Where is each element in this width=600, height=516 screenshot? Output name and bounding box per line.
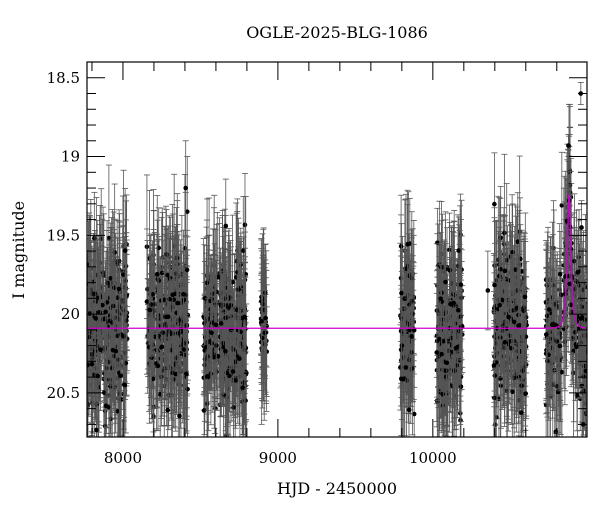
data-point <box>170 292 175 297</box>
data-point <box>456 308 461 313</box>
data-point <box>447 268 452 273</box>
data-point <box>263 331 268 336</box>
data-point <box>175 301 180 306</box>
data-point <box>492 202 497 207</box>
chart-title: OGLE-2025-BLG-1086 <box>246 23 428 42</box>
data-point <box>213 302 218 307</box>
data-point <box>103 310 108 315</box>
data-point <box>459 384 464 389</box>
data-point <box>149 302 154 307</box>
data-point <box>263 316 268 321</box>
data-point <box>185 323 190 328</box>
data-point <box>156 364 161 369</box>
data-point <box>240 385 245 390</box>
data-point <box>443 280 448 285</box>
data-point <box>505 454 510 459</box>
data-point <box>124 361 129 366</box>
data-point <box>223 349 228 354</box>
data-point <box>104 404 109 409</box>
data-point <box>400 343 405 348</box>
data-point <box>405 242 410 247</box>
data-point <box>404 365 409 370</box>
data-point <box>164 252 169 257</box>
data-point <box>185 268 190 273</box>
data-point <box>176 331 181 336</box>
data-point <box>438 296 443 301</box>
data-point <box>399 291 404 296</box>
data-point <box>219 321 224 326</box>
data-point <box>164 315 169 320</box>
data-point <box>167 329 172 334</box>
data-point <box>440 392 445 397</box>
y-axis-label: I magnitude <box>9 201 28 299</box>
data-point <box>226 306 231 311</box>
data-point <box>145 299 150 304</box>
data-point <box>223 224 228 229</box>
data-point <box>160 345 165 350</box>
data-point <box>260 336 265 341</box>
data-point <box>231 369 236 374</box>
data-point <box>399 377 404 382</box>
data-point <box>209 330 214 335</box>
data-point <box>435 339 440 344</box>
data-point <box>231 405 236 410</box>
x-axis-label: HJD - 2450000 <box>277 479 397 498</box>
data-point <box>95 374 100 379</box>
data-point <box>155 272 160 277</box>
data-point <box>242 315 247 320</box>
data-point <box>113 349 118 354</box>
data-point <box>448 302 453 307</box>
data-point <box>205 374 210 379</box>
data-point <box>93 316 98 321</box>
data-point <box>459 282 464 287</box>
data-point <box>123 279 128 284</box>
data-point <box>259 319 264 324</box>
data-point <box>123 248 128 253</box>
data-point <box>165 408 170 413</box>
data-point <box>98 347 103 352</box>
data-point <box>214 322 219 327</box>
data-point <box>92 236 97 241</box>
data-point <box>434 350 439 355</box>
data-point <box>409 334 414 339</box>
data-point <box>439 352 444 357</box>
data-point <box>233 378 238 383</box>
data-point <box>445 360 450 365</box>
data-point <box>243 223 248 228</box>
data-point <box>118 373 123 378</box>
data-point <box>121 334 126 339</box>
data-point <box>459 296 464 301</box>
data-point <box>492 450 497 455</box>
data-point <box>510 250 515 255</box>
data-point <box>85 363 90 368</box>
data-point <box>205 281 210 286</box>
data-point <box>402 296 407 301</box>
data-point <box>456 248 461 253</box>
data-point <box>117 287 122 292</box>
data-point <box>90 362 95 367</box>
data-point <box>148 308 153 313</box>
data-point <box>177 414 182 419</box>
data-point <box>105 281 110 286</box>
data-points <box>84 82 588 512</box>
data-point <box>123 383 128 388</box>
data-point <box>184 372 189 377</box>
data-point <box>524 334 529 339</box>
data-point <box>87 311 92 316</box>
data-point <box>237 356 242 361</box>
data-point <box>93 291 98 296</box>
data-point <box>444 368 449 373</box>
data-point <box>160 330 165 335</box>
data-point <box>181 292 186 297</box>
data-point <box>407 408 412 413</box>
